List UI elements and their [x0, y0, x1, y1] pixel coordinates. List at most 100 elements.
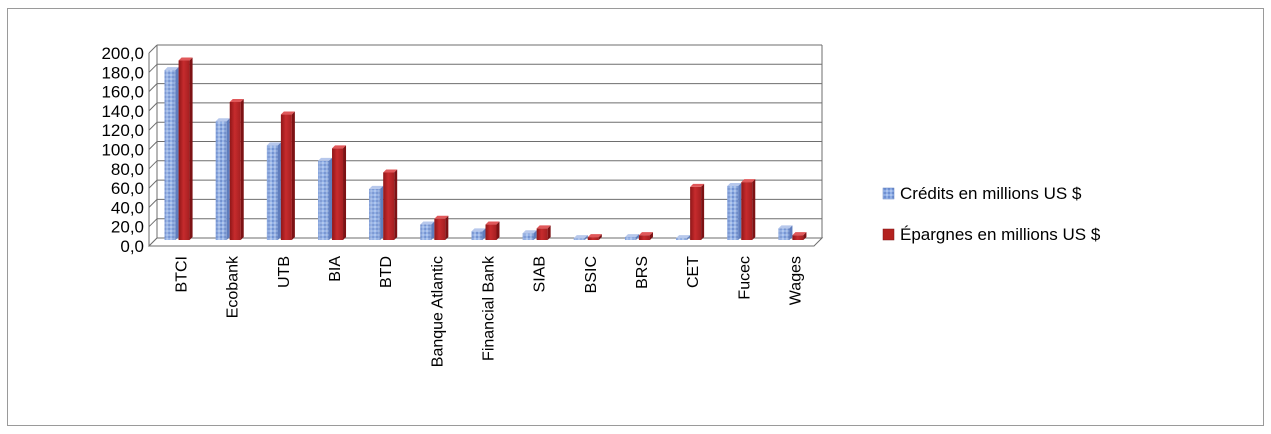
- bar-top: [383, 169, 398, 173]
- x-tick-label: Fucec: [736, 256, 753, 300]
- bar-top: [434, 215, 449, 219]
- bar-side: [738, 182, 742, 240]
- legend-label: Crédits en millions US $: [900, 184, 1082, 203]
- bar-top: [727, 182, 742, 186]
- bar-epargnes: [280, 114, 292, 240]
- bar-credits-shade: [420, 224, 432, 240]
- bar: [727, 182, 742, 240]
- bar-side: [482, 228, 486, 240]
- bar-top: [690, 183, 705, 187]
- bar-credits-shade: [215, 121, 227, 240]
- bar-top: [536, 225, 551, 229]
- bar: [536, 225, 551, 240]
- bar-side: [240, 99, 244, 240]
- bar-credits-shade: [318, 160, 330, 240]
- bar-side: [445, 215, 449, 240]
- bar: [266, 142, 281, 240]
- bar: [624, 234, 639, 240]
- gridline-side: [148, 121, 158, 131]
- bar-epargnes: [792, 235, 804, 240]
- bar-top: [318, 157, 333, 161]
- bar: [434, 215, 449, 240]
- bar-side: [189, 57, 193, 241]
- bar-side: [803, 232, 807, 240]
- y-tick-label: 100,0: [101, 141, 144, 160]
- y-tick-label: 180,0: [101, 63, 144, 82]
- x-tick-label: SIAB: [532, 256, 549, 292]
- bar-top: [266, 142, 281, 146]
- bar-side: [789, 225, 793, 240]
- bar-side: [649, 232, 653, 240]
- bar: [792, 232, 807, 240]
- y-tick-label: 160,0: [101, 83, 144, 102]
- bar-side: [584, 235, 588, 240]
- bar-side: [496, 221, 500, 240]
- x-tick-label: Financial Bank: [481, 255, 498, 361]
- bar-top: [573, 235, 588, 239]
- gridline-side: [148, 102, 158, 112]
- legend-label: Épargnes en millions US $: [900, 225, 1101, 244]
- bar-credits-shade: [727, 185, 739, 240]
- bar-top: [741, 179, 756, 183]
- bar: [178, 57, 193, 241]
- bar-credits-shade: [164, 70, 176, 240]
- x-tick-label: Banque Atlantic: [429, 256, 446, 367]
- bar-top: [485, 221, 500, 225]
- gridline-side: [148, 44, 158, 54]
- bar-top: [215, 118, 230, 122]
- bar: [332, 145, 347, 240]
- bar-epargnes: [229, 102, 241, 240]
- bar-credits-shade: [522, 233, 534, 240]
- bar: [573, 235, 588, 240]
- bar-top: [676, 235, 691, 239]
- bar-credits-shade: [266, 145, 278, 240]
- y-tick-label: 60,0: [111, 179, 144, 198]
- bar-top: [587, 234, 602, 238]
- bar-top: [332, 145, 347, 149]
- bar-top: [522, 230, 537, 234]
- bar: [280, 111, 295, 240]
- bar-credits-shade: [624, 237, 636, 240]
- bar: [690, 183, 705, 240]
- gridline-side: [148, 160, 158, 170]
- gridline-side: [148, 218, 158, 228]
- bar-top: [164, 67, 179, 71]
- bar-side: [431, 221, 435, 240]
- y-tick-label: 120,0: [101, 121, 144, 140]
- bar-side: [277, 142, 281, 240]
- y-tick-label: 40,0: [111, 198, 144, 217]
- gridline-side: [148, 83, 158, 92]
- bar-credits-shade: [471, 231, 483, 240]
- bar-side: [291, 111, 295, 240]
- bar-top: [280, 111, 295, 115]
- bar: [420, 221, 435, 240]
- bar-epargnes: [690, 186, 702, 240]
- bar-top: [638, 232, 653, 236]
- bar-epargnes: [485, 224, 497, 240]
- gridline-side: [148, 141, 158, 150]
- x-tick-label: BSIC: [583, 256, 600, 293]
- x-tick-label: Wages: [787, 256, 804, 305]
- bar-top: [624, 234, 639, 238]
- bar-epargnes: [638, 235, 650, 240]
- bar-credits-shade: [573, 238, 585, 240]
- bar-side: [635, 234, 639, 240]
- bar-side: [394, 169, 398, 240]
- bar-side: [175, 67, 179, 240]
- bar-credits-shade: [369, 188, 381, 240]
- y-tick-label: 140,0: [101, 102, 144, 121]
- bar-side: [752, 179, 756, 240]
- bar: [229, 99, 244, 240]
- bar-side: [380, 185, 384, 240]
- bar-top: [471, 228, 486, 232]
- x-tick-label: BTD: [378, 256, 395, 288]
- bar: [318, 157, 333, 240]
- bar-epargnes: [587, 237, 599, 240]
- bar-credits-shade: [778, 228, 790, 240]
- bar-epargnes: [536, 228, 548, 240]
- bar-epargnes: [434, 218, 446, 240]
- bar-side: [547, 225, 551, 240]
- bar: [587, 234, 602, 240]
- bar-side: [226, 118, 230, 240]
- x-tick-label: CET: [685, 256, 702, 288]
